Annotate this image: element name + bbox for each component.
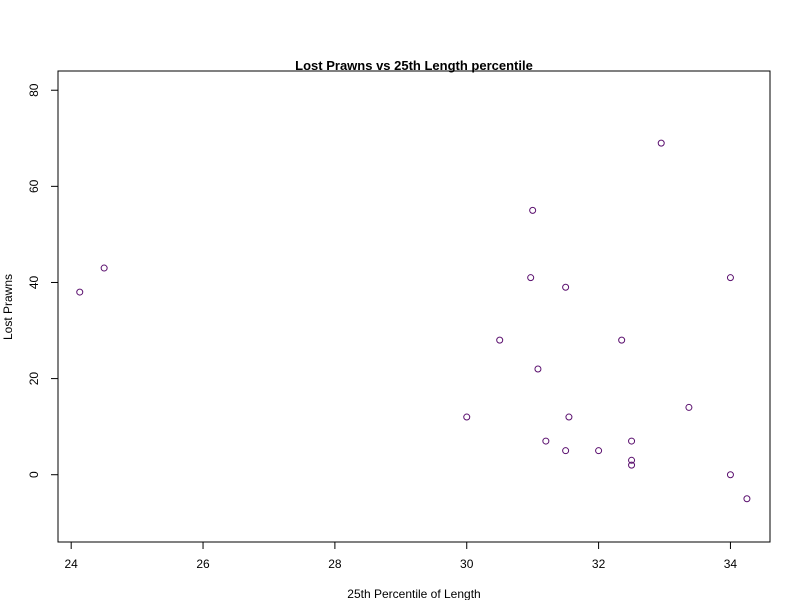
data-point [529, 206, 537, 214]
data-point [657, 139, 665, 147]
data-point [76, 288, 84, 296]
data-point [463, 413, 471, 421]
x-axis-label: 25th Percentile of Length [347, 587, 480, 600]
data-point [562, 447, 570, 455]
y-axis: 0 20 40 60 80 [27, 83, 59, 478]
data-points [76, 139, 751, 503]
y-tick-label: 60 [27, 179, 41, 193]
chart-title: Lost Prawns vs 25th Length percentile [295, 58, 533, 73]
data-point [565, 413, 573, 421]
y-axis-label: Lost Prawns [1, 274, 15, 340]
x-tick-label: 30 [460, 557, 474, 571]
y-tick-label: 80 [27, 83, 41, 97]
x-axis: 24 26 28 30 32 34 [65, 541, 738, 571]
data-point [527, 274, 535, 282]
data-point [726, 471, 734, 479]
x-tick-label: 34 [724, 557, 738, 571]
data-point [595, 447, 603, 455]
plot-frame [57, 70, 771, 543]
y-tick-label: 40 [27, 275, 41, 289]
data-point [628, 461, 636, 469]
data-point [685, 403, 693, 411]
data-point [726, 274, 734, 282]
data-point [534, 365, 542, 373]
data-point [743, 495, 751, 503]
data-point [562, 283, 570, 291]
data-point [628, 456, 636, 464]
y-tick-label: 0 [27, 471, 41, 478]
data-point [542, 437, 550, 445]
y-tick-label: 20 [27, 372, 41, 386]
data-point [100, 264, 108, 272]
data-point [496, 336, 504, 344]
x-tick-label: 24 [65, 557, 79, 571]
data-point [628, 437, 636, 445]
x-tick-label: 26 [196, 557, 210, 571]
data-point [618, 336, 626, 344]
x-tick-label: 28 [328, 557, 342, 571]
x-tick-label: 32 [592, 557, 606, 571]
